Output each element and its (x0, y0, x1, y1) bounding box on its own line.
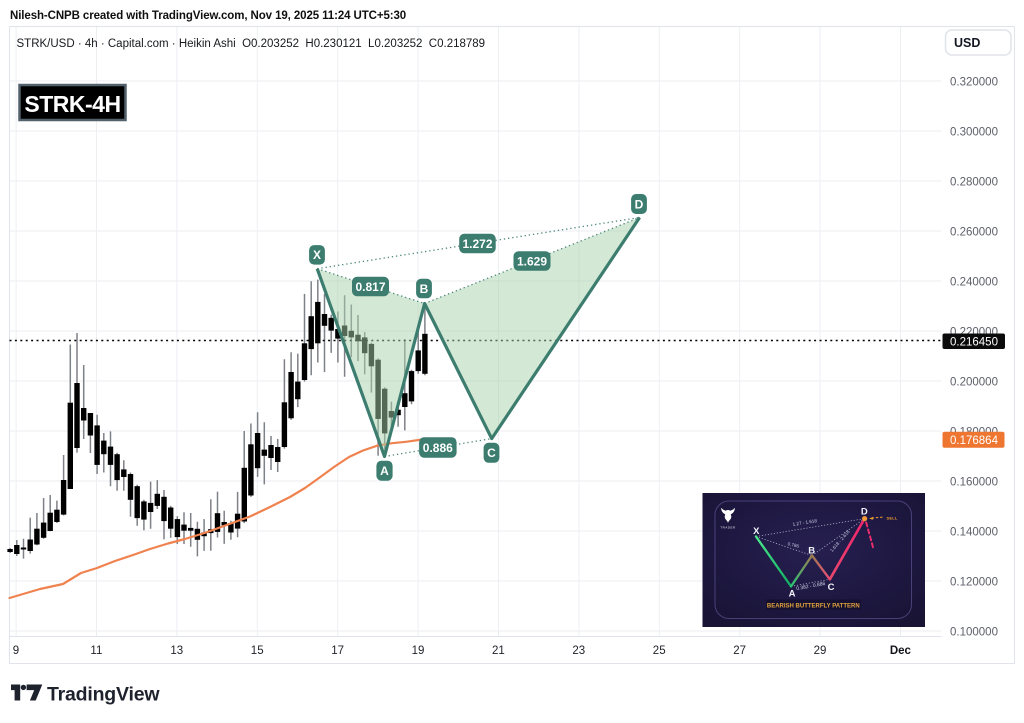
svg-text:27: 27 (733, 645, 746, 657)
svg-text:0.216450: 0.216450 (950, 337, 998, 349)
svg-text:0.120000: 0.120000 (950, 577, 998, 589)
svg-text:23: 23 (572, 645, 585, 657)
svg-text:Nilesh-CNPB created with Tradi: Nilesh-CNPB created with TradingView.com… (10, 10, 406, 22)
svg-text:C: C (828, 582, 835, 593)
svg-text:17: 17 (331, 645, 344, 657)
svg-text:D: D (861, 506, 868, 517)
svg-text:X: X (753, 526, 760, 537)
svg-text:SELL: SELL (887, 515, 898, 520)
svg-text:29: 29 (814, 645, 827, 657)
svg-text:0.382 - 0.886: 0.382 - 0.886 (796, 581, 826, 592)
svg-text:13: 13 (170, 645, 183, 657)
svg-text:TRADER: TRADER (720, 526, 736, 530)
svg-text:Dec: Dec (890, 645, 912, 657)
svg-text:0.140000: 0.140000 (950, 527, 998, 539)
svg-text:0.176864: 0.176864 (950, 435, 999, 447)
svg-text:0.300000: 0.300000 (950, 127, 998, 139)
svg-text:0.200000: 0.200000 (950, 377, 998, 389)
svg-text:TradingView: TradingView (47, 684, 160, 706)
svg-text:B: B (808, 546, 815, 557)
svg-text:25: 25 (653, 645, 666, 657)
svg-text:0.260000: 0.260000 (950, 227, 998, 239)
svg-text:USD: USD (954, 36, 980, 50)
svg-text:9: 9 (13, 645, 19, 657)
svg-text:STRK/USD · 4h · Capital.com ·: STRK/USD · 4h · Capital.com · Heikin Ash… (17, 38, 486, 50)
svg-text:0.320000: 0.320000 (950, 77, 998, 89)
svg-text:11: 11 (90, 645, 102, 657)
svg-text:0.240000: 0.240000 (950, 277, 998, 289)
svg-text:D: D (635, 197, 644, 211)
svg-text:X: X (313, 248, 321, 262)
svg-text:0.100000: 0.100000 (950, 627, 998, 639)
svg-text:15: 15 (251, 645, 264, 657)
svg-text:B: B (420, 282, 429, 296)
svg-text:0.886: 0.886 (423, 441, 453, 455)
svg-text:0.160000: 0.160000 (950, 477, 998, 489)
svg-text:1.629: 1.629 (517, 254, 547, 268)
svg-text:A: A (789, 589, 796, 600)
svg-text:C: C (487, 446, 496, 460)
svg-text:0.786: 0.786 (787, 541, 800, 549)
svg-text:BEARISH BUTTERFLY PATTERN: BEARISH BUTTERFLY PATTERN (767, 604, 860, 610)
svg-text:STRK-4H: STRK-4H (24, 91, 120, 117)
svg-text:21: 21 (492, 645, 505, 657)
svg-text:19: 19 (412, 645, 425, 657)
svg-text:A: A (380, 464, 389, 478)
svg-text:0.817: 0.817 (355, 280, 385, 294)
svg-text:0.280000: 0.280000 (950, 177, 998, 189)
svg-text:1.272: 1.272 (462, 237, 492, 251)
svg-text:1.27 - 1.618: 1.27 - 1.618 (792, 518, 817, 527)
